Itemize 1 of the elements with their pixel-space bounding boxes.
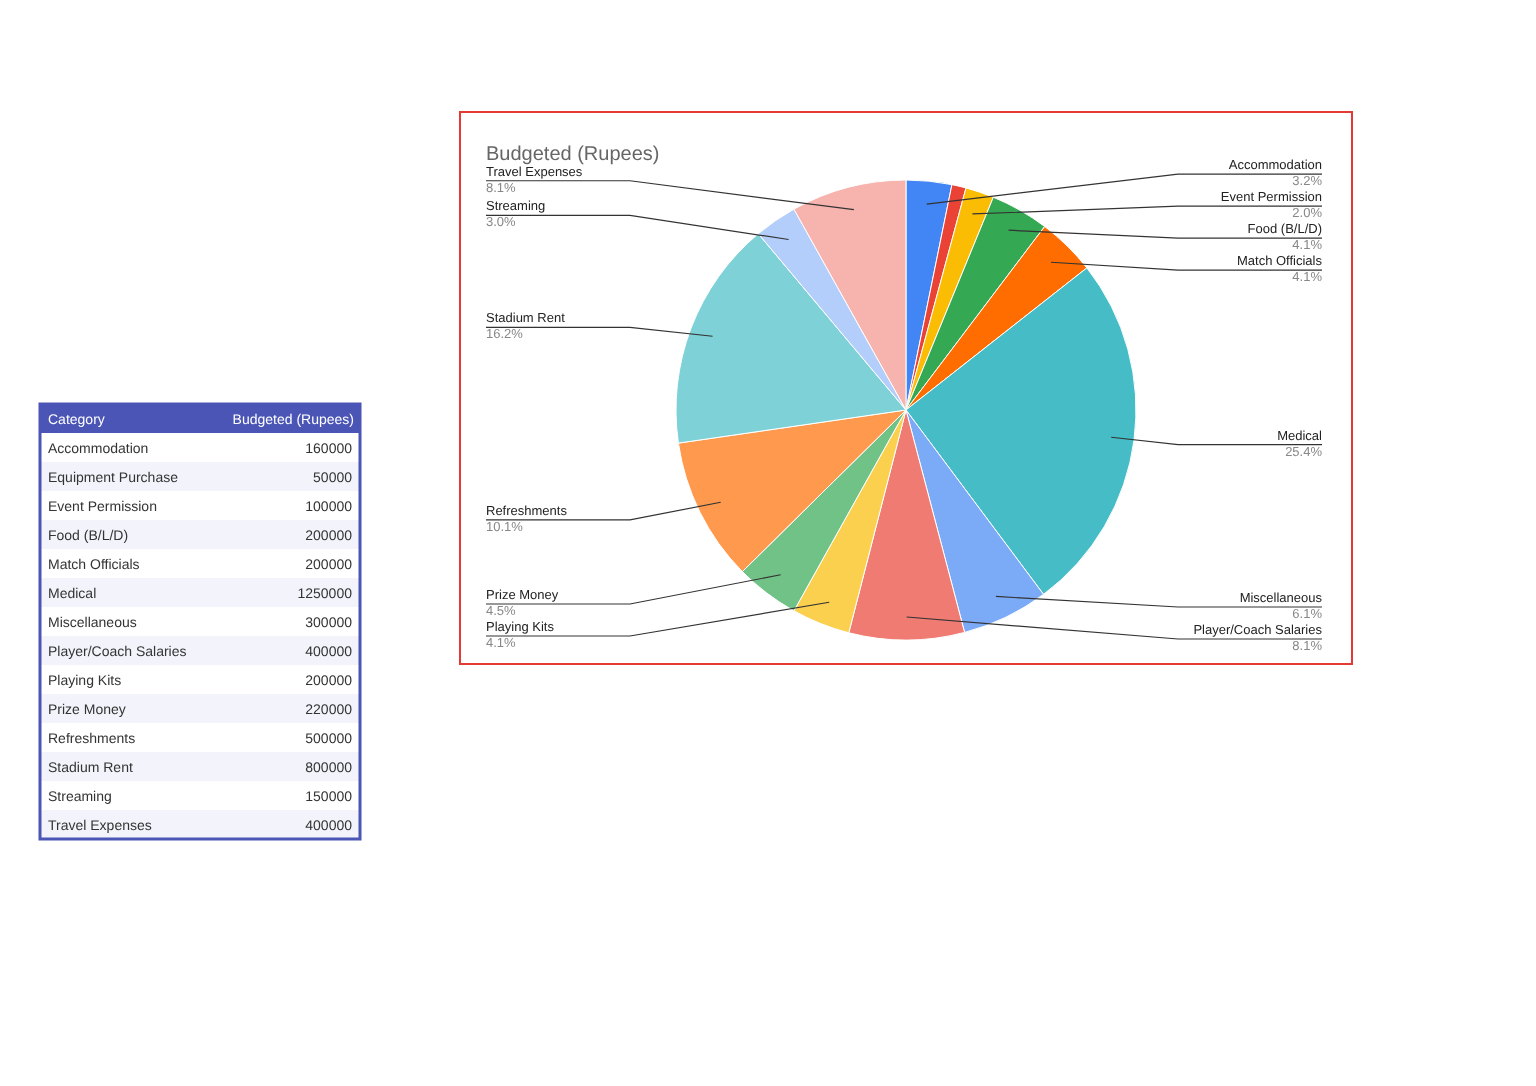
- chart-title: Budgeted (Rupees): [486, 144, 660, 166]
